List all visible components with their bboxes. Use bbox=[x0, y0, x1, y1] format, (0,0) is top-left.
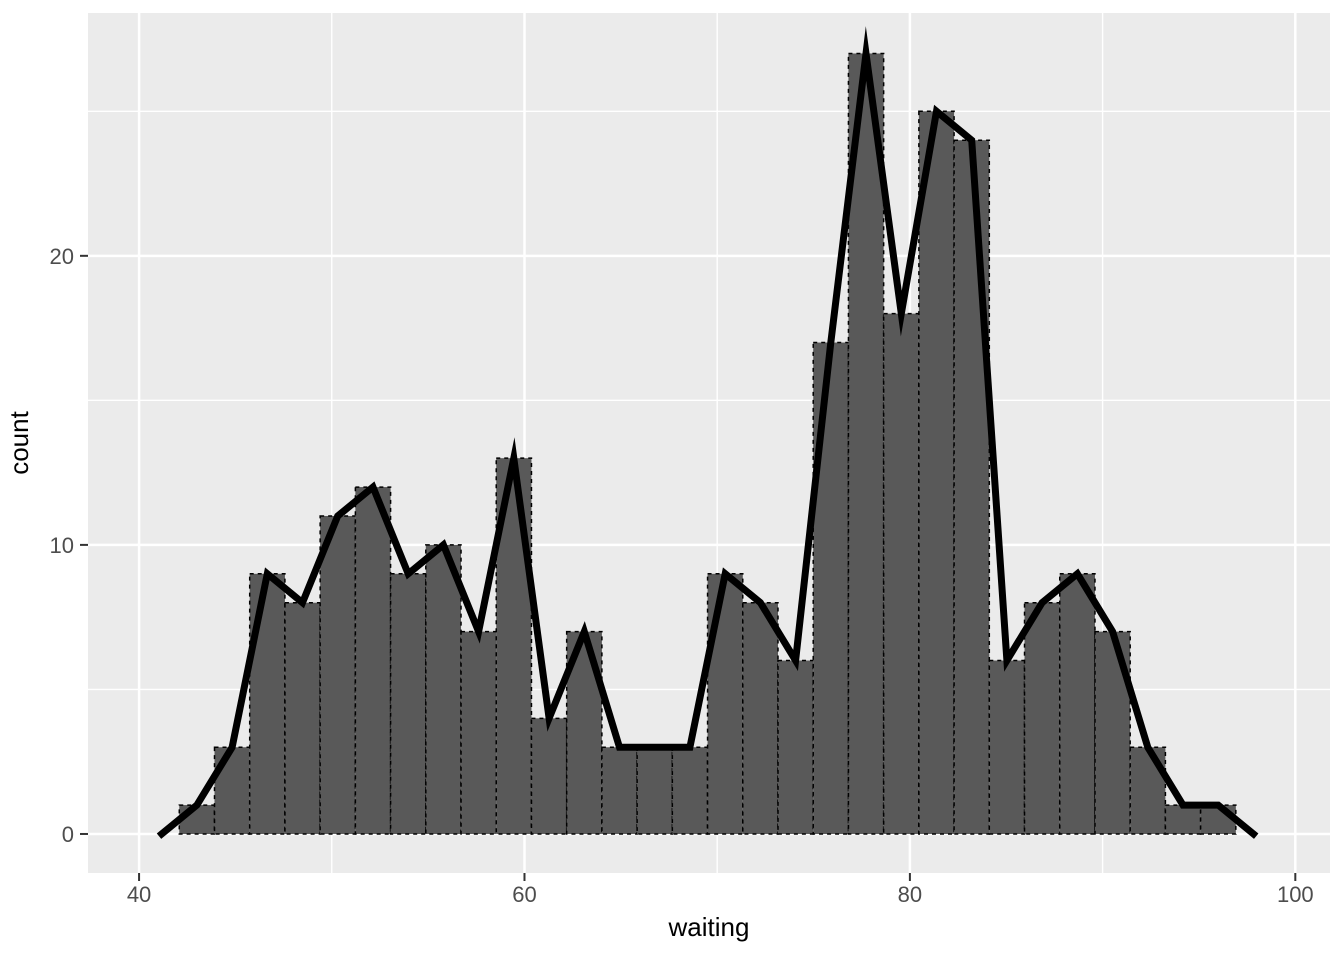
histogram-bar bbox=[988, 659, 1026, 835]
histogram-bar bbox=[742, 601, 779, 835]
histogram-bar bbox=[248, 573, 286, 835]
freqpoly-line bbox=[156, 26, 1259, 839]
x-axis-title: waiting bbox=[668, 912, 750, 942]
y-tick-label: 20 bbox=[50, 244, 74, 269]
histogram-bar bbox=[319, 515, 357, 835]
x-tick-label: 40 bbox=[127, 882, 151, 907]
x-tick-label: 100 bbox=[1277, 882, 1314, 907]
histogram-bar bbox=[601, 746, 638, 835]
y-tick-label: 10 bbox=[50, 533, 74, 558]
histogram-bar bbox=[1164, 804, 1202, 835]
x-tick-label: 60 bbox=[512, 882, 536, 907]
histogram-bar bbox=[1023, 601, 1061, 835]
histogram-bar bbox=[1129, 746, 1167, 835]
histogram-bar bbox=[706, 573, 744, 835]
histogram-bar bbox=[777, 659, 814, 835]
histogram-bar bbox=[425, 544, 462, 835]
histogram-bar bbox=[636, 746, 674, 835]
histogram-bar bbox=[918, 110, 955, 835]
histogram-bar bbox=[284, 601, 321, 835]
histogram-bar bbox=[1059, 573, 1096, 835]
histogram-bar bbox=[460, 630, 497, 835]
histogram-bar bbox=[953, 139, 991, 835]
y-tick-label: 0 bbox=[62, 822, 74, 847]
histogram-bar bbox=[213, 746, 251, 835]
x-tick-label: 80 bbox=[898, 882, 922, 907]
histogram-bar bbox=[530, 717, 568, 835]
histogram-bar bbox=[178, 804, 216, 835]
histogram-bar bbox=[354, 486, 392, 835]
histogram-bar bbox=[812, 341, 850, 835]
y-axis-title: count bbox=[4, 410, 34, 474]
histogram-bar bbox=[671, 746, 709, 835]
histogram-bar bbox=[389, 573, 427, 835]
histogram-bar bbox=[882, 312, 920, 835]
